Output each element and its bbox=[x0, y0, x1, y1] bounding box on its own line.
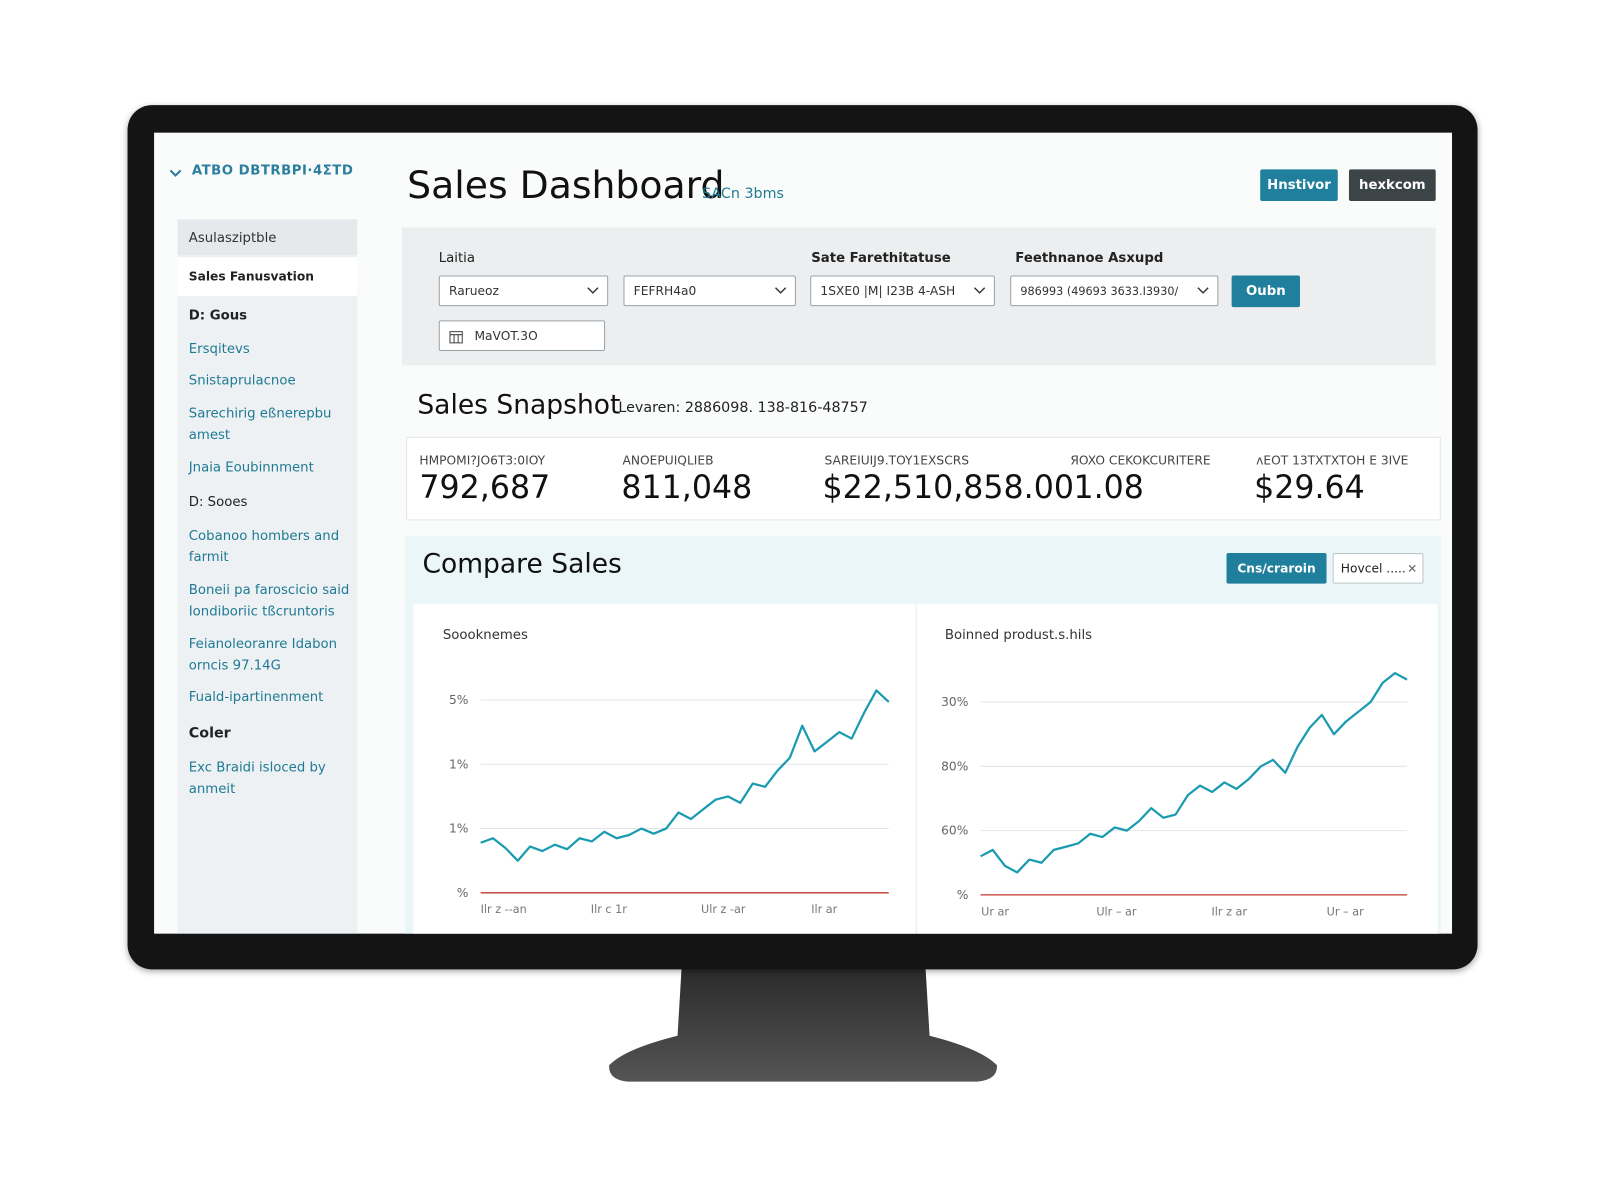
nav-section: D: Gous bbox=[188, 308, 248, 324]
filter-label: Sate Farethitatuse bbox=[811, 251, 951, 267]
kpi-label: ANOEPUIQLIEB bbox=[622, 453, 714, 468]
select-value: FEFRH4a0 bbox=[633, 283, 697, 298]
nav-link[interactable]: Fuald-ipartinenment bbox=[188, 689, 324, 706]
chart-panel bbox=[917, 604, 1438, 934]
select[interactable]: 986993 (49693 3633.I3930/ bbox=[1010, 275, 1219, 307]
x-tick-label: Ulr z -ar bbox=[701, 903, 746, 916]
x-tick-label: Ur – ar bbox=[1327, 905, 1364, 918]
nav-link[interactable]: Exc Braidi isloced by anmeit bbox=[188, 760, 326, 797]
select[interactable]: 1SXE0 |M| I23B 4-ASH bbox=[810, 275, 995, 307]
select-value: Rarueoz bbox=[448, 283, 499, 298]
nav-link[interactable]: Sarechirig eßnerepbu amest bbox=[188, 406, 332, 443]
nav-link[interactable]: Boneii pa faroscicio said Iondiboriic tß… bbox=[188, 582, 350, 620]
y-tick-label: 5% bbox=[449, 693, 468, 707]
nav-section: Coler bbox=[188, 725, 231, 742]
sidebar-title: ATBO DBTRBPI·4ΣTD bbox=[191, 163, 354, 179]
kpi-value: 792,687 bbox=[419, 469, 551, 507]
nav-link[interactable]: Feianoleoranre Idabon orncis 97.14G bbox=[188, 636, 338, 674]
sidebar bbox=[177, 219, 358, 934]
compare-select[interactable]: Hovcel ..... bbox=[1332, 553, 1424, 584]
kpi-value: 811,048 bbox=[621, 469, 753, 507]
dropdown-icon bbox=[973, 287, 986, 294]
apply-button[interactable]: Oubn bbox=[1231, 275, 1300, 308]
dropdown-icon bbox=[774, 287, 787, 294]
page-title: Sales Dashboard bbox=[407, 163, 725, 208]
y-tick-label: 1% bbox=[449, 757, 468, 771]
filter-label: Feethnanoe Asxupd bbox=[1015, 251, 1164, 267]
filter-label: Laitia bbox=[438, 251, 475, 267]
nav-row-active bbox=[177, 257, 358, 296]
section-title: Compare Sales bbox=[422, 548, 622, 580]
header-button[interactable]: Hnstivor bbox=[1260, 169, 1338, 202]
line-series bbox=[480, 689, 890, 862]
nav-link[interactable]: Cobanoo hombers and farmit bbox=[188, 528, 340, 566]
page-subtitle: SACn 3bms bbox=[702, 185, 784, 203]
kpi-value: $29.64 bbox=[1254, 469, 1365, 507]
chart-panel bbox=[413, 604, 916, 934]
y-tick-label: 1% bbox=[449, 822, 468, 836]
x-tick-label: Ilr z ar bbox=[1211, 905, 1247, 918]
date-input[interactable]: MaVOT.3O bbox=[438, 320, 606, 352]
section-title: Sales Snapshot bbox=[417, 389, 621, 421]
select[interactable]: FEFRH4a0 bbox=[623, 275, 796, 307]
kpi-label: HMPOMI?JO6T3:0IOY bbox=[419, 453, 546, 468]
kpi-value: $22,510,858.00 bbox=[822, 469, 1075, 507]
header-button[interactable]: hexkcom bbox=[1348, 169, 1436, 202]
dropdown-icon bbox=[1197, 287, 1209, 294]
select-value: 1SXE0 |M| I23B 4-ASH bbox=[820, 283, 956, 298]
kpi-label: SAREIUIJ9.TOY1EXSCRS bbox=[824, 453, 970, 468]
x-tick-label: Ulr – ar bbox=[1096, 905, 1137, 918]
y-tick-label: 80% bbox=[941, 759, 968, 773]
kpi-label: ЯOXO CEKOKCURITERE bbox=[1070, 453, 1211, 468]
calendar-icon bbox=[449, 331, 463, 344]
x-tick-label: Ilr c 1r bbox=[591, 903, 627, 916]
chart-title: Soooknemes bbox=[442, 627, 528, 643]
x-tick-label: Ilr z --an bbox=[481, 903, 527, 916]
nav-link[interactable]: Ersqitevs bbox=[188, 341, 250, 358]
kpi-label: ʌEOT 13TXTXTOH E 3IVE bbox=[1256, 453, 1409, 468]
select[interactable]: Rarueoz bbox=[438, 275, 609, 307]
compare-select-value: Hovcel ..... bbox=[1340, 561, 1406, 576]
chevron-icon bbox=[169, 169, 182, 177]
date-value: MaVOT.3O bbox=[474, 328, 538, 343]
charts: % 1% 1% 5% Ilr z --an Ilr c 1r Ulr z -ar Ilr ar… bbox=[449, 672, 1408, 918]
kpi-strip bbox=[406, 436, 1441, 521]
close-icon bbox=[1408, 564, 1416, 572]
y-tick-label: % bbox=[457, 886, 469, 900]
nav-section: D: Sooes bbox=[188, 494, 248, 511]
x-tick-label: Ilr ar bbox=[811, 903, 837, 916]
select-value: 986993 (49693 3633.I3930/ bbox=[1020, 284, 1179, 298]
line-series bbox=[980, 672, 1408, 874]
nav-row bbox=[177, 219, 358, 256]
kpi-value: 1.08 bbox=[1073, 469, 1144, 507]
screen: ATBO DBTRBPI·4ΣTD Asulasziptble Sales Fa… bbox=[154, 132, 1453, 934]
x-tick-label: Ur ar bbox=[981, 905, 1009, 918]
chart-title: Boinned produst.s.hils bbox=[944, 627, 1093, 643]
compare-button[interactable]: Cns/craroin bbox=[1226, 553, 1327, 584]
dropdown-icon bbox=[587, 287, 599, 294]
y-tick-label: 30% bbox=[941, 695, 968, 709]
y-tick-label: % bbox=[957, 888, 969, 902]
nav-item[interactable]: Sales Fanusvation bbox=[188, 269, 314, 284]
nav-link[interactable]: Jnaia Eoubinnment bbox=[188, 460, 314, 476]
nav-item[interactable]: Asulasziptble bbox=[188, 230, 277, 246]
nav-link[interactable]: Snistaprulacnoe bbox=[188, 373, 296, 389]
section-meta: Levaren: 2886098. 138-816-48757 bbox=[618, 399, 868, 417]
y-tick-label: 60% bbox=[941, 824, 968, 838]
